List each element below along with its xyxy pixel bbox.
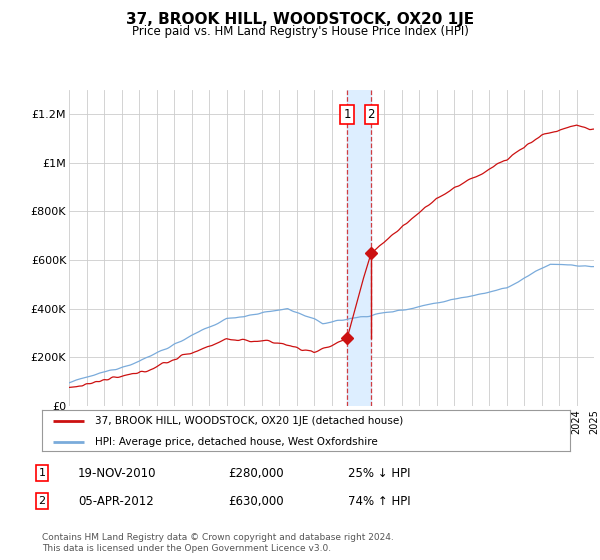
Text: 19-NOV-2010: 19-NOV-2010 [78,466,157,480]
Text: 37, BROOK HILL, WOODSTOCK, OX20 1JE: 37, BROOK HILL, WOODSTOCK, OX20 1JE [126,12,474,27]
Text: 05-APR-2012: 05-APR-2012 [78,494,154,508]
Text: Price paid vs. HM Land Registry's House Price Index (HPI): Price paid vs. HM Land Registry's House … [131,25,469,38]
Text: 2: 2 [38,496,46,506]
Text: 74% ↑ HPI: 74% ↑ HPI [348,494,410,508]
Text: HPI: Average price, detached house, West Oxfordshire: HPI: Average price, detached house, West… [95,437,377,447]
Text: 1: 1 [38,468,46,478]
Text: £630,000: £630,000 [228,494,284,508]
Bar [347,90,371,406]
Text: 37, BROOK HILL, WOODSTOCK, OX20 1JE (detached house): 37, BROOK HILL, WOODSTOCK, OX20 1JE (det… [95,416,403,426]
Text: £280,000: £280,000 [228,466,284,480]
Text: 1: 1 [343,109,351,122]
Text: 2: 2 [367,109,375,122]
Text: Contains HM Land Registry data © Crown copyright and database right 2024.
This d: Contains HM Land Registry data © Crown c… [42,533,394,553]
Text: 25% ↓ HPI: 25% ↓ HPI [348,466,410,480]
